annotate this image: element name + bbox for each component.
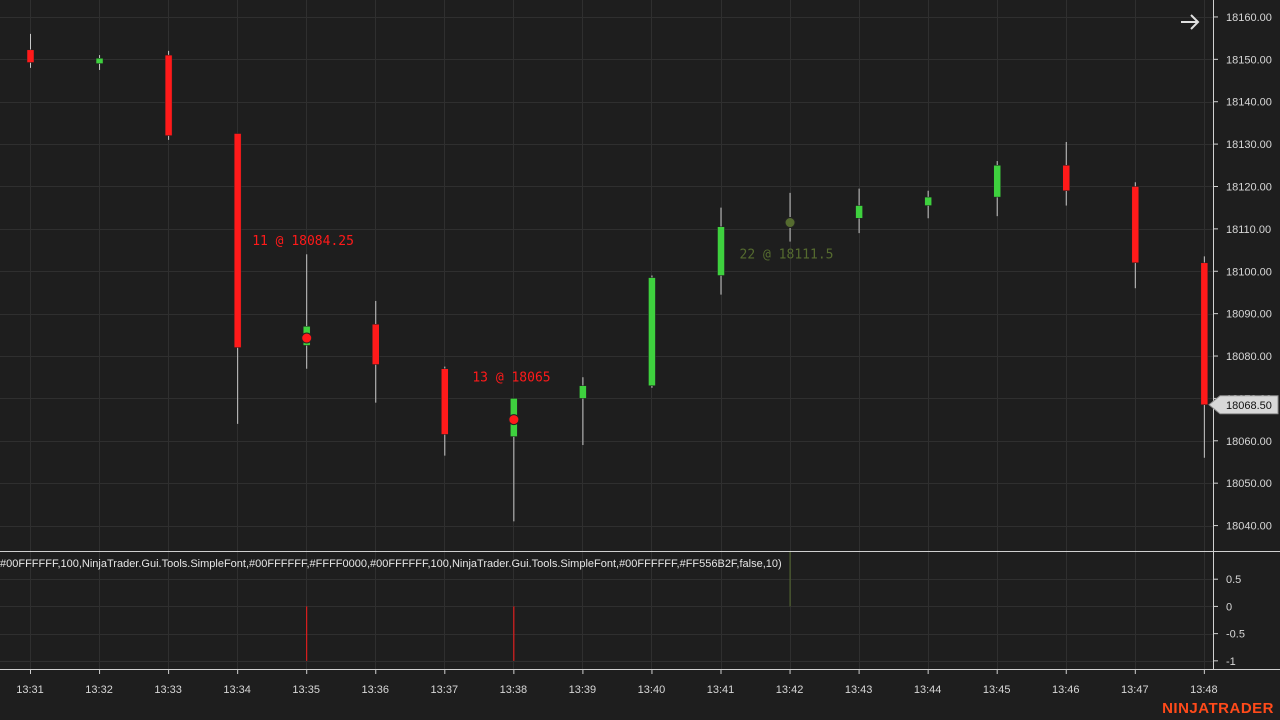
trade-marker-label: 11 @ 18084.25 [252, 234, 354, 249]
time-tick-label: 13:35 [292, 684, 320, 696]
price-tick-label: 18140.00 [1226, 97, 1272, 109]
time-tick-label: 13:42 [776, 684, 804, 696]
last-price-label: 18068.50 [1226, 400, 1272, 412]
price-tick-label: 18150.00 [1226, 54, 1272, 66]
indicator-tick-label: -1 [1226, 656, 1236, 668]
time-tick-label: 13:41 [707, 684, 735, 696]
time-axis[interactable]: 13:31 13:32 13:33 13:34 13:35 13:36 13:37 13:38… [16, 669, 1218, 696]
time-tick-label: 13:46 [1052, 684, 1080, 696]
time-tick-label: 13:47 [1121, 684, 1149, 696]
candle-body [1200, 262, 1209, 406]
time-tick-label: 13:44 [914, 684, 942, 696]
price-tick-label: 18080.00 [1226, 351, 1272, 363]
time-tick-label: 13:31 [16, 684, 44, 696]
trade-marker-label: 13 @ 18065 [472, 371, 550, 386]
candle-body [164, 54, 173, 136]
candle-body [372, 323, 380, 365]
indicator-tick-label: -0.5 [1226, 629, 1245, 641]
price-tick-label: 18090.00 [1226, 309, 1272, 321]
trade-markers: 11 @ 18084.25 13 @ 18065 22 @ 18111.5 [252, 217, 834, 426]
time-tick-label: 13:39 [569, 684, 597, 696]
time-tick-label: 13:36 [361, 684, 389, 696]
price-tick-label: 18160.00 [1226, 12, 1272, 24]
candle-body [717, 226, 725, 276]
last-price-badge [1208, 395, 1279, 415]
candle-body [95, 58, 104, 64]
candle-body [648, 277, 656, 386]
candle-body [26, 49, 35, 63]
candle-body [993, 165, 1001, 198]
price-tick-label: 18060.00 [1226, 436, 1272, 448]
candle-body [1062, 165, 1070, 191]
indicator-axis: 0.5 0 -0.5 -1 [1213, 574, 1245, 668]
price-tick-label: 18100.00 [1226, 266, 1272, 278]
candle-body [441, 368, 449, 435]
candle-body [579, 385, 587, 399]
trade-marker-dot [784, 217, 796, 229]
price-panel[interactable] [26, 33, 1209, 522]
trade-marker-dot [301, 332, 313, 344]
price-tick-label: 18120.00 [1226, 181, 1272, 193]
price-tick-label: 18050.00 [1226, 478, 1272, 490]
time-tick-label: 13:40 [638, 684, 666, 696]
price-axis[interactable]: 18040.0018050.0018060.0018070.0018080.00… [1208, 12, 1279, 533]
indicator-parameters-label: #00FFFFFF,100,NinjaTrader.Gui.Tools.Simp… [0, 558, 782, 570]
time-tick-label: 13:38 [500, 684, 528, 696]
price-tick-label: 18040.00 [1226, 521, 1272, 533]
time-tick-label: 13:32 [85, 684, 113, 696]
scroll-right-button[interactable] [1176, 8, 1204, 36]
indicator-tick-label: 0 [1226, 601, 1232, 613]
candle-body [233, 133, 242, 348]
time-tick-label: 13:33 [154, 684, 182, 696]
brand-logo: NINJATRADER [1162, 700, 1274, 717]
arrow-right-icon [1181, 14, 1200, 30]
time-tick-label: 13:48 [1190, 684, 1218, 696]
price-tick-label: 18110.00 [1226, 224, 1271, 236]
trade-marker-dot [508, 414, 520, 426]
time-tick-label: 13:43 [845, 684, 873, 696]
time-tick-label: 13:45 [983, 684, 1011, 696]
candle-body [1131, 186, 1140, 264]
time-tick-label: 13:34 [223, 684, 251, 696]
indicator-panel [306, 552, 791, 661]
indicator-tick-label: 0.5 [1226, 574, 1241, 586]
candle-body [924, 196, 932, 206]
trade-marker-label: 22 @ 18111.5 [740, 248, 834, 263]
price-tick-label: 18130.00 [1226, 139, 1272, 151]
candle-body [855, 205, 863, 219]
time-tick-label: 13:37 [431, 684, 459, 696]
